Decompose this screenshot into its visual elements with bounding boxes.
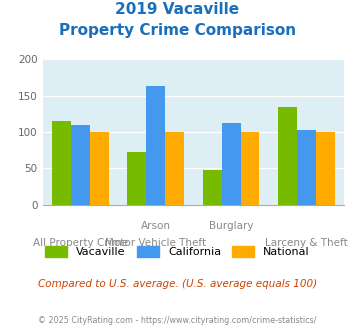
- Text: All Property Crime: All Property Crime: [33, 238, 128, 248]
- Bar: [297, 130, 316, 205]
- Bar: [146, 86, 165, 205]
- Bar: [71, 125, 90, 205]
- Bar: [278, 107, 297, 205]
- Bar: [241, 132, 260, 205]
- Bar: [165, 132, 184, 205]
- Bar: [316, 132, 335, 205]
- Bar: [203, 170, 222, 205]
- Bar: [127, 151, 146, 205]
- Text: Arson: Arson: [141, 221, 171, 231]
- Text: Motor Vehicle Theft: Motor Vehicle Theft: [105, 238, 206, 248]
- Text: © 2025 CityRating.com - https://www.cityrating.com/crime-statistics/: © 2025 CityRating.com - https://www.city…: [38, 316, 317, 325]
- Text: Larceny & Theft: Larceny & Theft: [265, 238, 348, 248]
- Bar: [90, 132, 109, 205]
- Text: Compared to U.S. average. (U.S. average equals 100): Compared to U.S. average. (U.S. average …: [38, 279, 317, 289]
- Bar: [222, 122, 241, 205]
- Text: Property Crime Comparison: Property Crime Comparison: [59, 23, 296, 38]
- Text: 2019 Vacaville: 2019 Vacaville: [115, 2, 240, 16]
- Bar: [52, 121, 71, 205]
- Legend: Vacaville, California, National: Vacaville, California, National: [41, 242, 314, 262]
- Text: Burglary: Burglary: [209, 221, 253, 231]
